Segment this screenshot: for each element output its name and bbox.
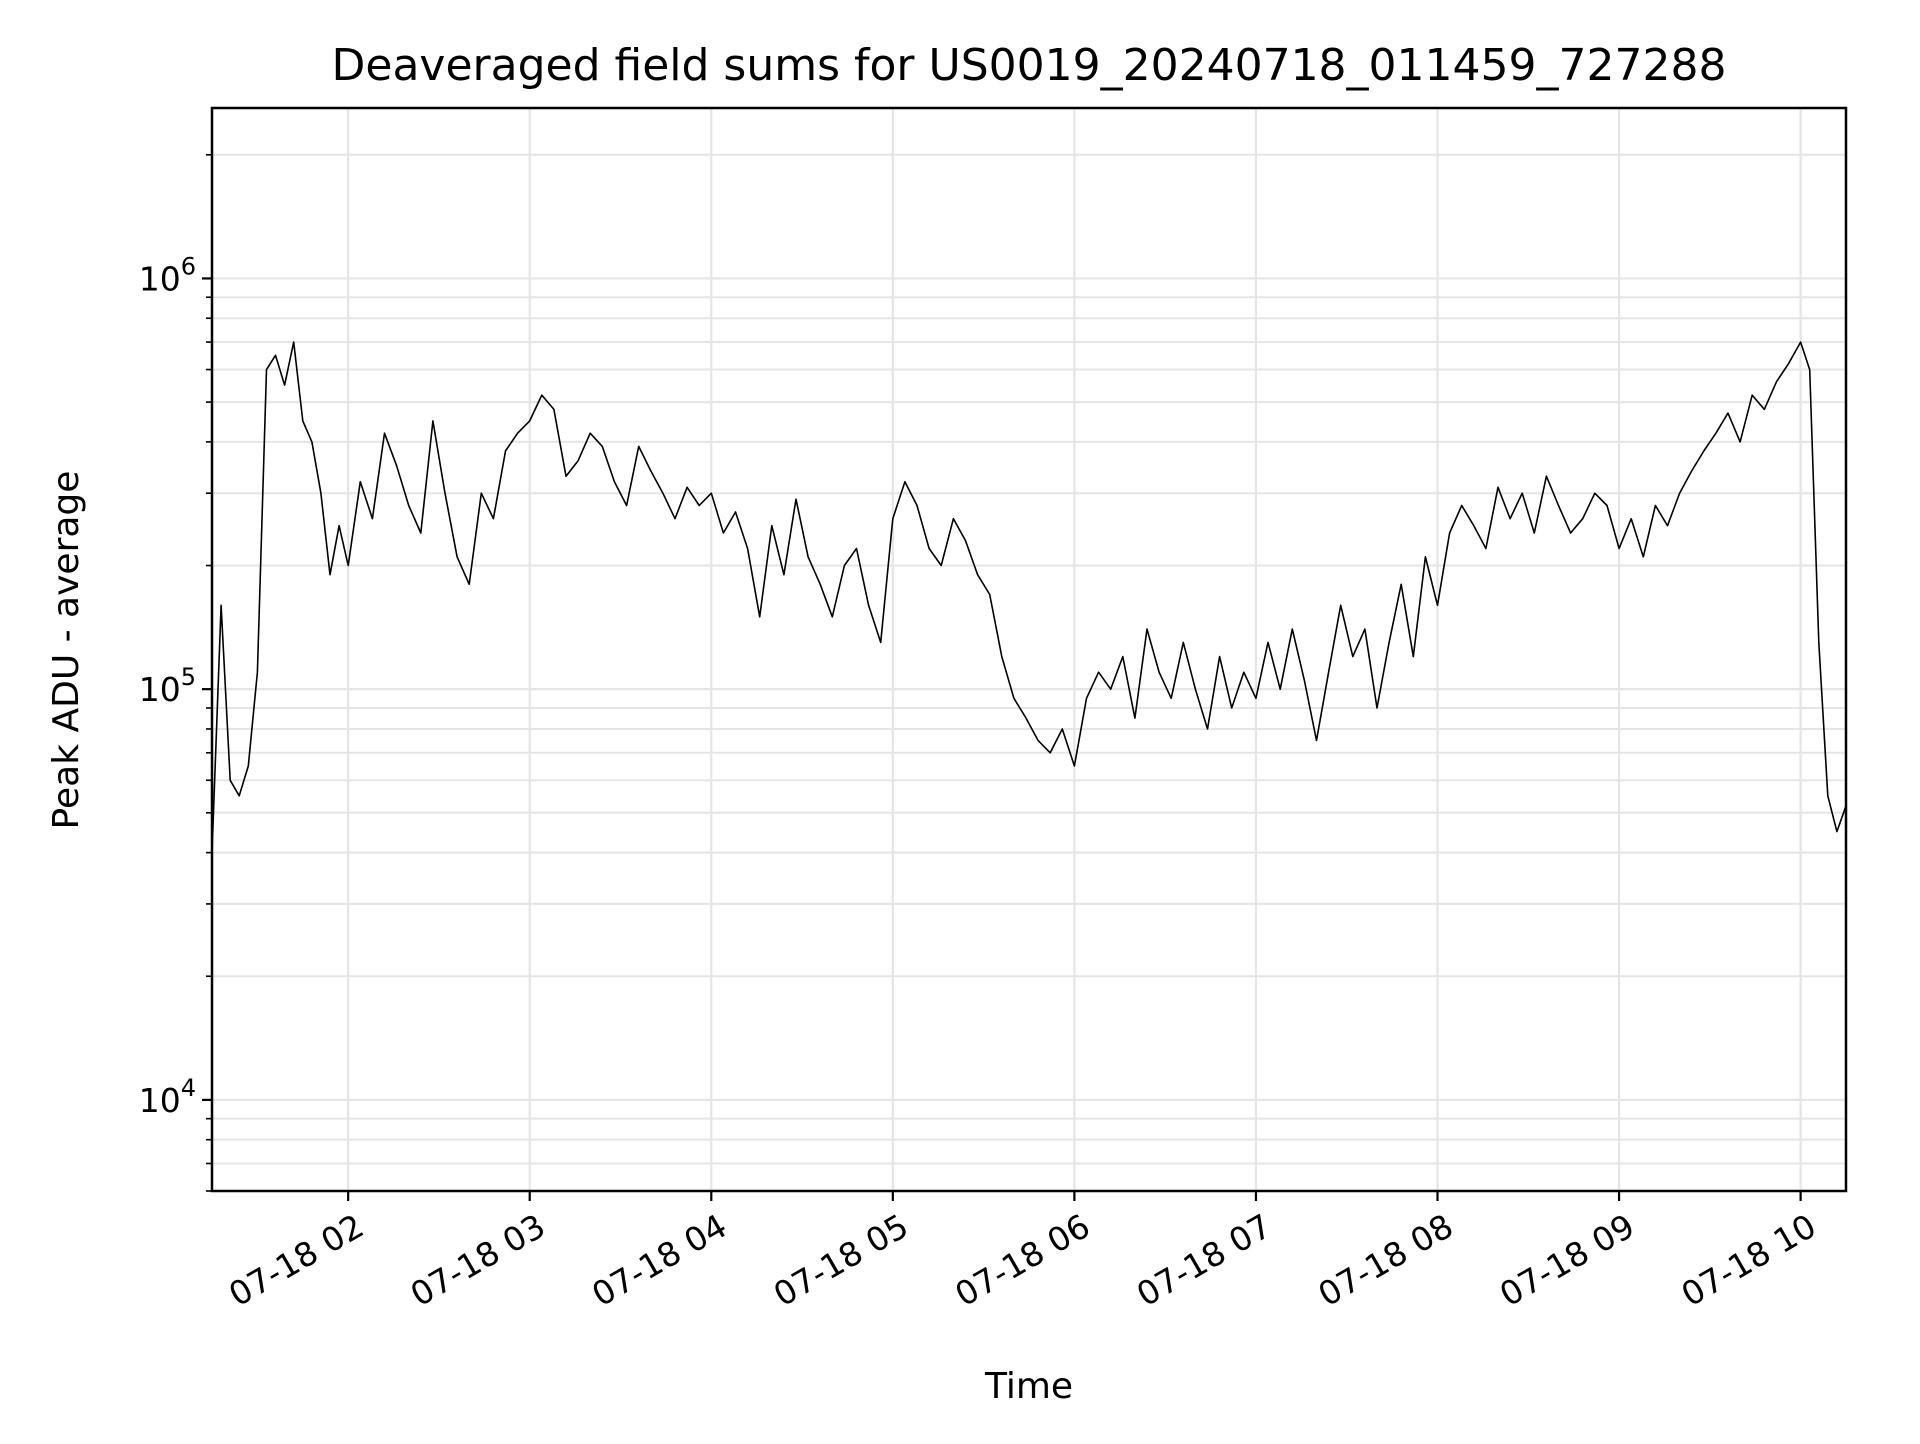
y-tick-label: 105 xyxy=(139,663,196,709)
y-tick-label: 106 xyxy=(139,252,196,298)
x-axis-label: Time xyxy=(984,1366,1073,1407)
series-line xyxy=(211,341,1847,853)
y-axis-label: Peak ADU - average xyxy=(46,471,87,830)
plot-frame xyxy=(210,106,1848,1193)
grid-lines xyxy=(212,108,1846,1192)
y-tick-label: 104 xyxy=(139,1074,196,1120)
chart-title: Deaveraged field sums for US0019_2024071… xyxy=(332,40,1727,91)
plot-area xyxy=(211,341,1847,853)
